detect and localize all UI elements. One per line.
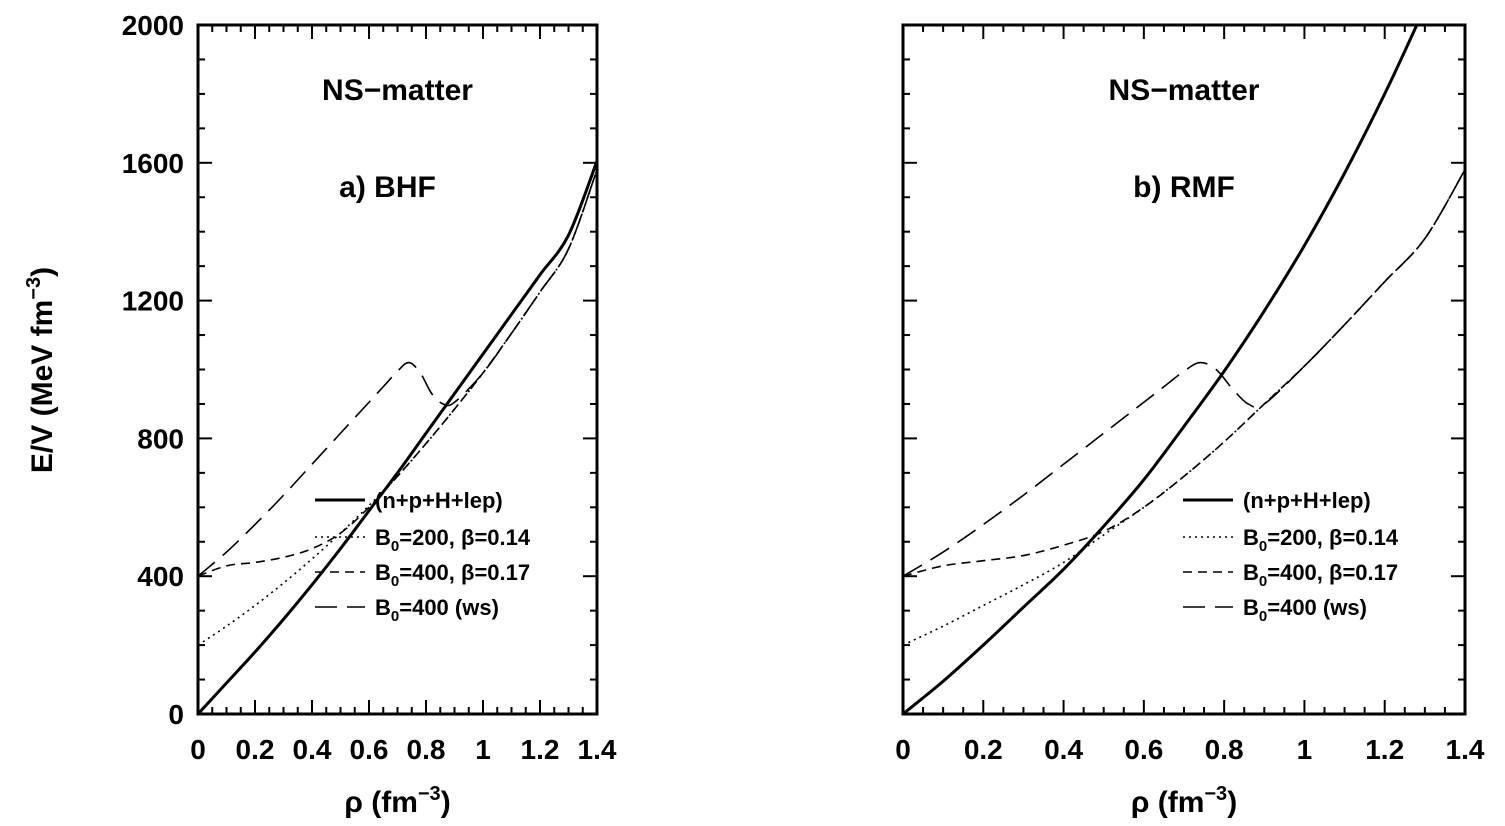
y-tick-label: 1200 [122,286,184,317]
y-tick-labels: 0 400 800 1200 1600 2000 [122,10,184,730]
y-axis-title: E/V (MeV fm−3) [23,267,59,473]
panel-title: NS−matter [322,74,473,107]
x-tick-label: 0.8 [1205,734,1244,765]
y-tick-label: 400 [137,561,184,592]
y-tick-label: 0 [168,699,184,730]
x-tick-label: 1.2 [521,734,560,765]
series-line-dashed [903,169,1465,577]
legend-entry: B0=400 (ws) [1243,595,1367,625]
x-tick-label: 1 [1297,734,1313,765]
series-line-dashed [198,169,597,577]
y-axis-title-end: ) [26,267,59,277]
x-tick-label: 0 [190,734,206,765]
series-curves [903,25,1465,714]
x-axis-title: ρ (fm−3) [344,783,450,819]
x-axis-title-main: ρ (fm [1131,786,1205,819]
series-line-longdash [903,169,1465,577]
legend-entry: (n+p+H+lep) [1243,488,1371,513]
legend-entry: B0=400, β=0.17 [1243,560,1398,590]
series-line-solid [198,160,597,714]
series-line-longdash [198,169,597,577]
tick-marks [197,24,598,715]
x-tick-label: 1 [475,734,491,765]
x-tick-label: 0 [895,734,911,765]
legend: (n+p+H+lep) B0=200, β=0.14 B0=400, β=0.17 B… [1183,488,1399,625]
x-tick-label: 0.4 [293,734,332,765]
y-axis-title-sup: −3 [23,277,45,300]
x-axis-title-sup: −3 [418,783,441,805]
x-tick-label: 1.4 [578,734,617,765]
x-tick-label: 0.6 [350,734,389,765]
x-tick-label: 0.8 [407,734,446,765]
legend-entry: B0=200, β=0.14 [1243,525,1399,555]
plot-frame [901,23,1467,716]
x-axis-title-end: ) [1227,786,1237,819]
panel-label: b) RMF [1133,171,1235,204]
x-tick-labels: 0 0.2 0.4 0.6 0.8 1 1.2 1.4 [190,734,617,765]
tick-marks [902,24,1466,715]
x-tick-label: 1.4 [1446,734,1485,765]
x-tick-label: 0.4 [1044,734,1083,765]
legend: (n+p+H+lep) B0=200, β=0.14 B0=400, β=0.17 B… [315,488,531,625]
panel-label: a) BHF [339,171,436,204]
y-tick-label: 800 [137,423,184,454]
y-tick-label: 2000 [122,10,184,41]
legend-entry: (n+p+H+lep) [375,488,503,513]
series-curves [198,160,597,714]
x-axis-title: ρ (fm−3) [1131,783,1237,819]
x-tick-label: 1.2 [1365,734,1404,765]
x-tick-label: 0.2 [964,734,1003,765]
y-tick-label: 1600 [122,148,184,179]
legend-entry: B0=400 (ws) [375,595,499,625]
y-axis-title-main: E/V (MeV fm [26,300,59,473]
x-axis-title-end: ) [441,786,451,819]
legend-entry: B0=400, β=0.17 [375,560,530,590]
series-line-solid [903,25,1419,714]
x-axis-title-main: ρ (fm [344,786,418,819]
panel-rmf: 0 0.2 0.4 0.6 0.8 1 1.2 1.4 NS−matter b) RMF ρ … [895,23,1485,819]
panel-title: NS−matter [1109,74,1260,107]
x-axis-title-sup: −3 [1204,783,1227,805]
series-line-dotted [903,169,1465,646]
panel-bhf: 0 0.2 0.4 0.6 0.8 1 1.2 1.4 0 400 800 1200 1600 2000… [122,10,617,819]
x-tick-label: 0.6 [1124,734,1163,765]
x-tick-label: 0.2 [236,734,275,765]
x-tick-labels: 0 0.2 0.4 0.6 0.8 1 1.2 1.4 [895,734,1485,765]
legend-entry: B0=200, β=0.14 [375,525,531,555]
